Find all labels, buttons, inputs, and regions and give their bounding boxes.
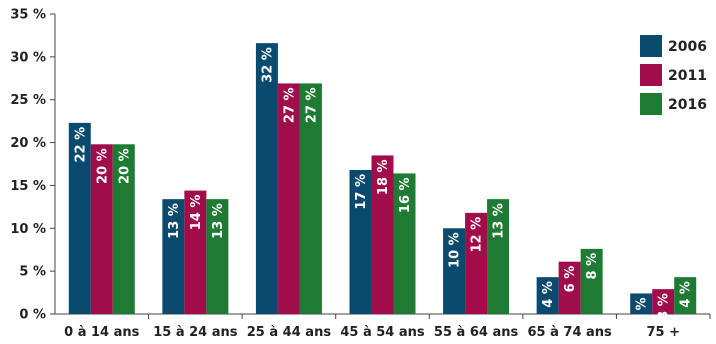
data-label: 4 % <box>541 281 556 308</box>
y-tick-label: 10 % <box>10 222 46 237</box>
y-tick-label: 30 % <box>10 50 46 65</box>
y-tick-label: 25 % <box>10 93 46 108</box>
bar-2016 <box>206 199 229 314</box>
legend-swatch <box>640 35 662 57</box>
bar-2006 <box>68 122 91 314</box>
data-label: 20 % <box>95 148 110 184</box>
data-label: 3 % <box>657 293 672 320</box>
category-label: 55 à 64 ans <box>434 325 519 340</box>
y-tick-label: 20 % <box>10 136 46 151</box>
y-tick-label: 35 % <box>10 8 46 23</box>
data-label: 4 % <box>679 281 694 308</box>
data-label: 22 % <box>73 127 88 163</box>
legend-label: 2011 <box>668 68 707 84</box>
data-label: 10 % <box>448 232 463 268</box>
bar-2006 <box>630 293 653 314</box>
data-label: 27 % <box>304 87 319 123</box>
data-label: 16 % <box>398 177 413 213</box>
category-labels: 0 à 14 ans 15 à 24 ans 25 à 44 ans 45 à 54 … <box>64 314 711 340</box>
legend-swatch <box>640 93 662 115</box>
data-label: 20 % <box>117 148 132 184</box>
data-label: 18 % <box>376 159 391 195</box>
data-label: 17 % <box>354 174 369 210</box>
data-label: 13 % <box>211 203 226 239</box>
legend-label: 2016 <box>668 97 707 113</box>
bar-2016 <box>393 173 416 314</box>
bar-2011 <box>652 289 675 314</box>
data-label: 12 % <box>470 217 485 253</box>
bar-2006 <box>162 199 185 314</box>
bar-2016 <box>299 83 322 314</box>
category-label: 15 à 24 ans <box>153 325 238 340</box>
bar-2016 <box>487 199 510 314</box>
y-tick-label: 5 % <box>19 265 46 280</box>
category-label: 25 à 44 ans <box>247 325 332 340</box>
data-label: 13 % <box>492 203 507 239</box>
bar-2006 <box>443 228 466 314</box>
category-label: 0 à 14 ans <box>64 325 140 340</box>
bar-2011 <box>465 212 488 314</box>
bars: 22 % 20 % 20 % 13 % 14 % 13 % 32 % 27 % 27 % 17 %… <box>68 43 697 324</box>
legend-swatch <box>640 64 662 86</box>
bar-2006 <box>536 277 559 314</box>
bar-2011 <box>371 155 394 314</box>
bar-2006 <box>349 170 372 314</box>
bar-2011 <box>90 144 113 314</box>
data-label: 32 % <box>260 47 275 83</box>
legend-label: 2006 <box>668 39 707 55</box>
data-label: 2 % <box>635 297 650 324</box>
y-tick-label: 15 % <box>10 179 46 194</box>
data-label: 8 % <box>585 253 600 280</box>
bar-2011 <box>558 261 581 314</box>
y-tick-label: 0 % <box>19 308 46 323</box>
category-label: 65 à 74 ans <box>527 325 612 340</box>
bar-2016 <box>112 144 135 314</box>
bar-2011 <box>184 190 207 314</box>
bar-2016 <box>580 248 603 314</box>
legend: 2006 2011 2016 <box>640 35 707 115</box>
category-label: 75 + <box>646 325 680 340</box>
data-label: 14 % <box>189 195 204 231</box>
bar-2016 <box>674 277 697 314</box>
data-label: 6 % <box>563 266 578 293</box>
data-label: 27 % <box>282 87 297 123</box>
category-label: 45 à 54 ans <box>340 325 425 340</box>
bar-2011 <box>277 83 300 314</box>
bar-2006 <box>255 43 278 315</box>
data-label: 13 % <box>167 203 182 239</box>
